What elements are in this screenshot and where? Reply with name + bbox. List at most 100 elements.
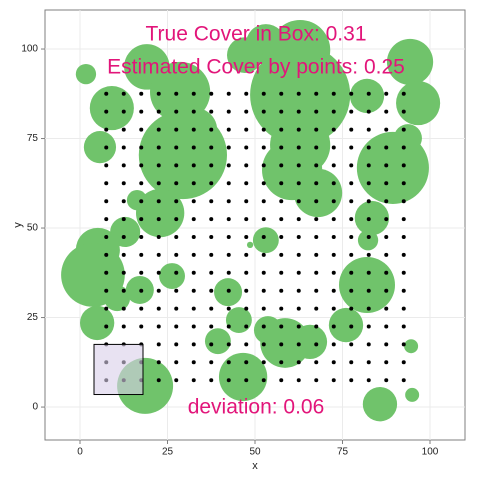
sample-point xyxy=(331,270,336,275)
sample-point xyxy=(174,217,179,222)
x-tick-label: 25 xyxy=(162,447,174,458)
sample-point xyxy=(366,360,371,365)
sample-point xyxy=(296,306,301,311)
sample-point xyxy=(401,109,406,114)
sample-point xyxy=(349,181,354,186)
sample-point xyxy=(261,109,266,114)
sample-point xyxy=(226,109,231,114)
sample-point xyxy=(261,145,266,150)
sample-point xyxy=(279,199,284,204)
sample-point xyxy=(156,163,161,168)
sample-point xyxy=(331,324,336,329)
sample-point xyxy=(209,360,214,365)
sample-point xyxy=(261,378,266,383)
sample-point xyxy=(121,109,126,114)
sample-point xyxy=(191,163,196,168)
sample-point xyxy=(209,234,214,239)
sample-point xyxy=(261,234,266,239)
sample-point xyxy=(366,181,371,186)
sample-point xyxy=(261,199,266,204)
sample-point xyxy=(279,270,284,275)
sample-point xyxy=(279,181,284,186)
sample-point xyxy=(121,270,126,275)
sample-point xyxy=(279,306,284,311)
sample-point xyxy=(349,360,354,365)
sample-point xyxy=(244,127,249,132)
cover-circle xyxy=(393,124,422,153)
annotation: True Cover in Box: 0.31 xyxy=(146,23,367,46)
sample-point xyxy=(349,109,354,114)
sample-point xyxy=(401,199,406,204)
sample-point xyxy=(401,270,406,275)
sample-point xyxy=(296,360,301,365)
sample-point xyxy=(296,145,301,150)
sample-point xyxy=(314,109,319,114)
cover-circle xyxy=(227,37,263,73)
sample-point xyxy=(384,217,389,222)
sample-point xyxy=(244,91,249,96)
x-tick-label: 50 xyxy=(249,447,261,458)
cover-circle xyxy=(83,131,117,164)
sample-point xyxy=(191,324,196,329)
sample-point xyxy=(401,360,406,365)
sample-point xyxy=(366,145,371,150)
sample-point xyxy=(104,145,109,150)
sample-point xyxy=(401,378,406,383)
sample-point xyxy=(226,234,231,239)
sample-point xyxy=(191,360,196,365)
sample-point xyxy=(139,252,144,257)
sample-point xyxy=(244,324,249,329)
sample-point xyxy=(384,360,389,365)
sample-point xyxy=(139,91,144,96)
sample-point xyxy=(366,324,371,329)
sample-point xyxy=(331,288,336,293)
cover-circle xyxy=(138,110,227,200)
sample-point xyxy=(104,91,109,96)
sample-point xyxy=(384,252,389,257)
sample-point xyxy=(244,252,249,257)
sample-point xyxy=(174,127,179,132)
sample-point xyxy=(209,109,214,114)
sample-point xyxy=(314,217,319,222)
sample-point xyxy=(156,127,161,132)
sample-point xyxy=(244,199,249,204)
sample-point xyxy=(191,199,196,204)
sample-point xyxy=(121,199,126,204)
sample-point xyxy=(156,252,161,257)
sample-point xyxy=(261,360,266,365)
sample-point xyxy=(314,306,319,311)
sample-point xyxy=(226,91,231,96)
sample-point xyxy=(296,324,301,329)
cover-circle xyxy=(246,241,254,249)
sample-point xyxy=(261,217,266,222)
sample-point xyxy=(226,288,231,293)
sample-point xyxy=(121,306,126,311)
x-tick-label: 75 xyxy=(337,447,349,458)
sample-point xyxy=(331,306,336,311)
sample-point xyxy=(349,163,354,168)
sample-point xyxy=(174,306,179,311)
sample-point xyxy=(296,181,301,186)
sample-point xyxy=(139,181,144,186)
sample-point xyxy=(121,288,126,293)
sample-point xyxy=(156,234,161,239)
cover-circle xyxy=(339,256,395,313)
sample-point xyxy=(104,163,109,168)
sample-point xyxy=(349,234,354,239)
sample-point xyxy=(174,360,179,365)
sample-point xyxy=(244,288,249,293)
sample-point xyxy=(384,342,389,347)
cover-circle xyxy=(89,86,134,131)
sample-point xyxy=(331,181,336,186)
sample-point xyxy=(331,145,336,150)
sample-point xyxy=(296,270,301,275)
sample-point xyxy=(349,270,354,275)
cover-circle xyxy=(75,63,97,85)
sample-point xyxy=(226,199,231,204)
sample-point xyxy=(384,199,389,204)
sample-point xyxy=(139,109,144,114)
sample-point xyxy=(139,217,144,222)
sample-point xyxy=(244,217,249,222)
sample-point xyxy=(209,342,214,347)
